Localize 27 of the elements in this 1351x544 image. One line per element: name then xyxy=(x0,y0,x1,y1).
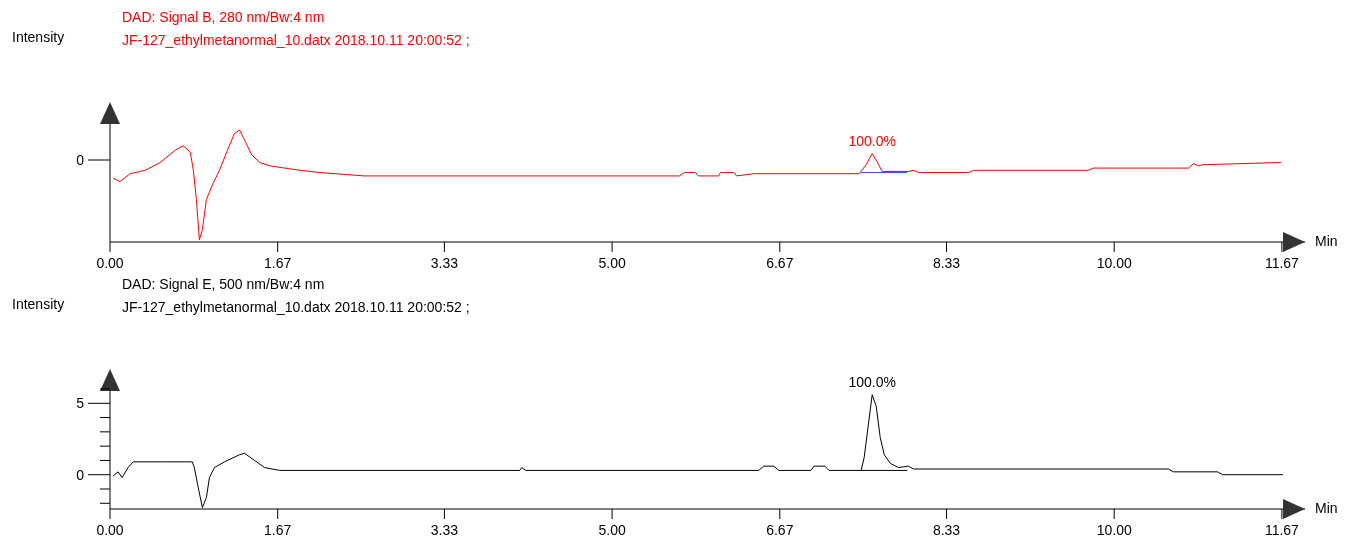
x-tick-label: 3.33 xyxy=(430,255,459,271)
x-axis-title: Min xyxy=(1315,233,1338,249)
x-tick-label: 6.67 xyxy=(766,255,794,271)
y-axis-title: Intensity xyxy=(12,29,65,45)
x-tick-label: 0.00 xyxy=(96,255,124,271)
x-tick-label: 0.00 xyxy=(96,522,124,538)
x-tick-label: 6.67 xyxy=(766,522,794,538)
x-tick-label: 5.00 xyxy=(598,255,626,271)
x-tick-label: 5.00 xyxy=(598,522,626,538)
x-tick-label: 10.00 xyxy=(1096,522,1132,538)
x-tick-label: 1.67 xyxy=(264,522,292,538)
chart-title: DAD: Signal B, 280 nm/Bw:4 nm xyxy=(122,9,325,25)
x-tick-label: 11.67 xyxy=(1264,255,1300,271)
x-tick-label: 11.67 xyxy=(1264,522,1300,538)
x-tick-label: 1.67 xyxy=(264,255,292,271)
annotation: 100.0% xyxy=(848,373,896,390)
y-axis-title: Intensity xyxy=(12,296,65,312)
x-tick-label: 3.33 xyxy=(430,522,459,538)
chart-title: DAD: Signal E, 500 nm/Bw:4 nm xyxy=(122,276,325,292)
annotation: 100.0% xyxy=(848,132,896,149)
x-axis-title: Min xyxy=(1315,500,1338,516)
chart-subtitle: JF-127_ethylmetanormal_10.datx 2018.10.11 20:00:52 ; xyxy=(122,299,470,315)
x-tick-label: 10.00 xyxy=(1096,255,1132,271)
x-tick-label: 8.33 xyxy=(932,522,961,538)
y-tick-label: 5 xyxy=(76,395,85,412)
x-tick-label: 8.33 xyxy=(932,255,961,271)
chart-subtitle: JF-127_ethylmetanormal_10.datx 2018.10.11 20:00:52 ; xyxy=(122,32,470,48)
